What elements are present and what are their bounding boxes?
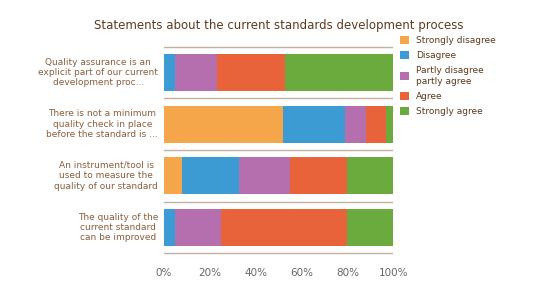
Bar xyxy=(366,105,386,143)
Bar xyxy=(283,105,345,143)
Bar xyxy=(164,54,175,91)
Bar xyxy=(347,209,393,246)
Bar xyxy=(286,54,393,91)
Bar xyxy=(164,209,175,246)
Bar xyxy=(175,54,217,91)
Bar xyxy=(182,157,240,195)
Bar xyxy=(240,157,290,195)
Bar xyxy=(386,105,393,143)
Bar xyxy=(347,157,393,195)
Bar xyxy=(221,209,347,246)
Bar xyxy=(164,105,283,143)
Bar xyxy=(345,105,366,143)
Title: Statements about the current standards development process: Statements about the current standards d… xyxy=(94,19,463,32)
Bar xyxy=(290,157,347,195)
Bar xyxy=(175,209,221,246)
Bar xyxy=(217,54,286,91)
Legend: Strongly disagree, Disagree, Partly disagree
partly agree, Agree, Strongly agree: Strongly disagree, Disagree, Partly disa… xyxy=(400,36,496,116)
Bar xyxy=(164,157,182,195)
